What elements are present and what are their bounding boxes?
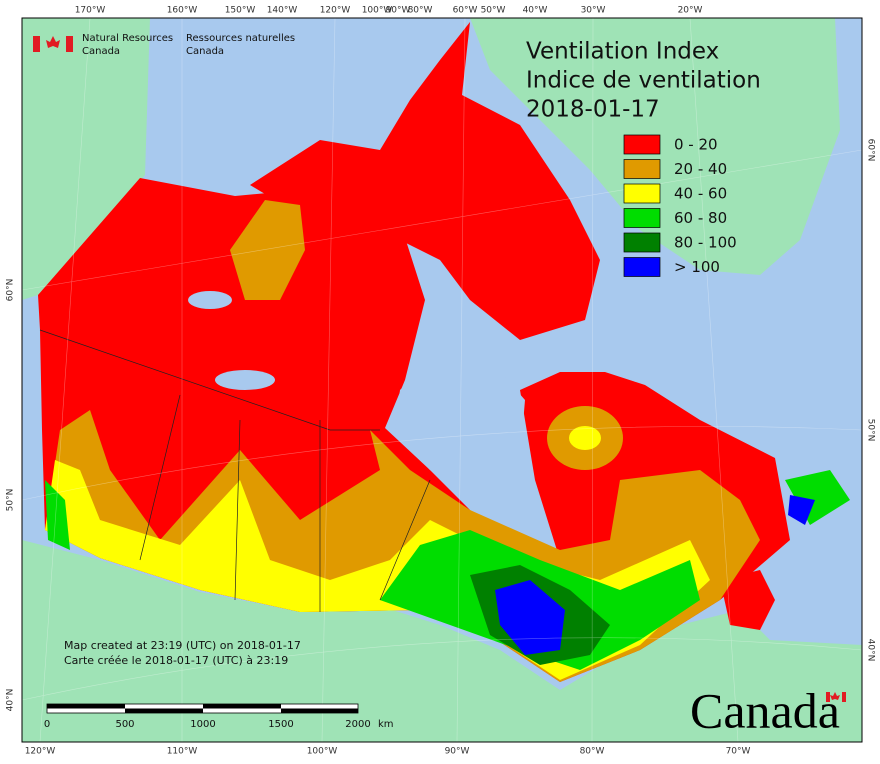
flag-bar: [66, 36, 73, 52]
latitude-label: 40°N: [6, 689, 16, 712]
scale-unit: km: [378, 719, 394, 730]
united-states: [22, 540, 862, 742]
scale-label: 2000: [345, 719, 370, 730]
flag-bar: [33, 36, 40, 52]
newfoundland-above-100: [788, 495, 815, 525]
great-bear-lake: [188, 291, 232, 309]
agency-fr: Canada: [186, 46, 224, 57]
longitude-label: 60°W: [453, 6, 478, 16]
latitude-label: 60°N: [6, 279, 16, 302]
longitude-label: 100°W: [307, 747, 338, 757]
legend-swatch: [623, 159, 661, 179]
latitude-label: 60°N: [866, 139, 876, 162]
longitude-label: 40°W: [523, 6, 548, 16]
maritimes: [720, 570, 775, 630]
legend-label: 0 - 20: [674, 136, 718, 154]
legend-swatch: [623, 134, 661, 155]
map-frame: [21, 17, 863, 743]
great-slave-lake: [215, 370, 275, 390]
graticule-lines: [22, 18, 862, 742]
map-body: [22, 18, 862, 742]
legend-label: 40 - 60: [674, 185, 727, 203]
scale-segment: [203, 704, 281, 709]
graticule-labels: 170°W 160°W 150°W 140°W 120°W 100°W90°W80°W 60…: [6, 6, 876, 757]
scale-labels: 0 500 1000 1500 2000 km: [44, 719, 394, 730]
longitude-label: 170°W: [75, 6, 106, 16]
legend-label: 60 - 80: [674, 209, 727, 227]
borders: [39, 329, 431, 612]
agency-fr: Ressources naturelles: [186, 33, 295, 44]
latitude-label: 40°N: [866, 639, 876, 662]
latitude-label: 50°N: [6, 489, 16, 512]
alaska: [22, 18, 150, 300]
longitude-label: 20°W: [678, 6, 703, 16]
longitude-label: 30°W: [581, 6, 606, 16]
longitude-label: 90°W: [445, 747, 470, 757]
footnote: Map created at 23:19 (UTC) on 2018-01-17: [64, 639, 301, 652]
labrador-core: [569, 426, 601, 450]
wordmark-leaf: [830, 692, 840, 700]
legend-label: 20 - 40: [674, 160, 727, 178]
agency-en: Canada: [82, 46, 120, 57]
wordmark-flag: [826, 692, 830, 702]
longitude-label: 120°W: [25, 747, 56, 757]
scale-label: 1500: [268, 719, 293, 730]
longitude-label: 80°W: [580, 747, 605, 757]
legend-swatch: [623, 183, 661, 204]
title-date: 2018-01-17: [526, 97, 660, 123]
longitude-label: 140°W: [267, 6, 298, 16]
west-coast-60-80: [45, 480, 70, 550]
longitude-label: 80°W: [408, 6, 433, 16]
scale-bar: [46, 703, 359, 714]
hudson-bay: [395, 350, 525, 500]
wordmark: Canada: [690, 682, 840, 738]
longitude-label: 110°W: [167, 747, 198, 757]
arctic-band: [230, 200, 305, 300]
legend-swatch: [623, 257, 661, 277]
longitude-label: 120°W: [320, 6, 351, 16]
footnote: Carte créée le 2018-01-17 (UTC) à 23:19: [64, 654, 288, 667]
longitude-label: 100°W: [362, 6, 393, 16]
latitude-label: 50°N: [866, 419, 876, 442]
legend: 0 - 20 20 - 40 40 - 60 60 - 80 80 - 100 > 100: [623, 134, 737, 277]
legend-swatch: [623, 208, 661, 228]
longitude-label: 70°W: [726, 747, 751, 757]
longitude-label: 50°W: [481, 6, 506, 16]
maple-leaf: [46, 36, 60, 48]
legend-swatch: [623, 232, 661, 253]
title: Ventilation Index: [526, 39, 719, 65]
newfoundland-60-80: [785, 470, 850, 525]
arctic-islands: [250, 22, 600, 340]
scale-label: 500: [115, 719, 134, 730]
longitude-label: 160°W: [167, 6, 198, 16]
legend-label: 80 - 100: [674, 234, 737, 252]
scale-segment: [281, 708, 358, 713]
wordmark-flag: [842, 692, 846, 702]
longitude-label: 150°W: [225, 6, 256, 16]
scale-segment: [47, 704, 125, 709]
legend-label: > 100: [674, 258, 720, 276]
scale-label: 1000: [190, 719, 215, 730]
longitude-label: 90°W: [386, 6, 411, 16]
scale-segment: [125, 708, 203, 713]
agency-en: Natural Resources: [82, 33, 173, 44]
scale-label: 0: [44, 719, 50, 730]
band-above-100: [495, 580, 565, 655]
title: Indice de ventilation: [526, 68, 761, 94]
